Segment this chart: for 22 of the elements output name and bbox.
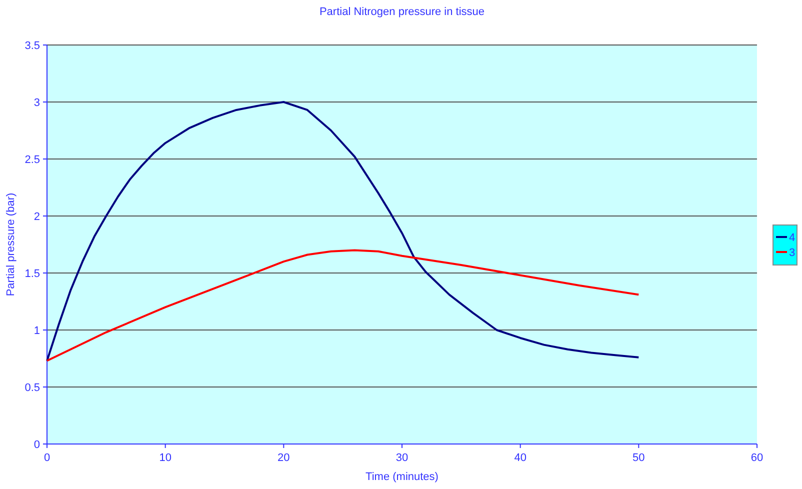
y-tick-label: 1.5 <box>24 268 40 280</box>
y-tick-label: 1 <box>34 324 40 337</box>
x-axis-title: Time (minutes) <box>366 471 438 483</box>
x-tick-label: 60 <box>750 452 764 464</box>
x-tick-label: 30 <box>396 452 408 464</box>
y-tick-label: 2.5 <box>24 154 40 166</box>
y-tick-label: 3 <box>34 96 40 109</box>
y-tick-label: 2 <box>34 210 40 223</box>
x-tick-label: 10 <box>159 452 172 464</box>
y-tick-label: 0.5 <box>24 382 40 394</box>
x-tick-label: 0 <box>44 452 50 464</box>
y-tick-label: 0 <box>34 438 40 451</box>
legend-label: 4 <box>789 232 796 244</box>
y-axis-title: Partial pressure (bar) <box>5 192 17 296</box>
line-series <box>46 249 640 362</box>
x-tick-label: 50 <box>632 452 645 464</box>
y-tick-label: 3.5 <box>24 40 40 52</box>
x-tick-label: 40 <box>514 452 526 464</box>
legend-label: 3 <box>789 246 796 259</box>
x-tick-label: 20 <box>278 452 290 464</box>
line-series <box>46 101 640 362</box>
chart-title: Partial Nitrogen pressure in tissue <box>319 6 485 18</box>
